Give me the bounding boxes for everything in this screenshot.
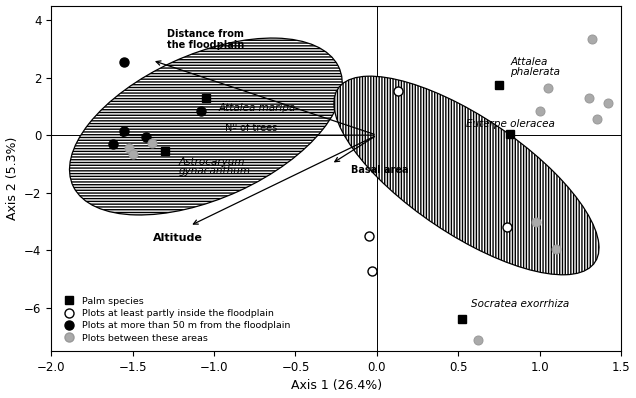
Text: Socratea exorrhiza: Socratea exorrhiza — [471, 299, 570, 309]
Ellipse shape — [69, 38, 342, 215]
Ellipse shape — [334, 76, 599, 275]
Text: Euterpe oleracea: Euterpe oleracea — [466, 119, 555, 129]
Text: Attalea maripa: Attalea maripa — [219, 103, 296, 113]
Text: gynacanthum: gynacanthum — [178, 166, 250, 176]
Text: Distance from
the floodplain: Distance from the floodplain — [167, 29, 244, 50]
Text: Altitude: Altitude — [153, 233, 203, 243]
Y-axis label: Axis 2 (5.3%): Axis 2 (5.3%) — [6, 137, 18, 220]
Text: Attalea: Attalea — [511, 57, 548, 67]
Text: phalerata: phalerata — [511, 66, 560, 76]
X-axis label: Axis 1 (26.4%): Axis 1 (26.4%) — [291, 379, 382, 392]
Legend: Palm species, Plots at least partly inside the floodplain, Plots at more than 50: Palm species, Plots at least partly insi… — [56, 293, 294, 346]
Text: Astrocaryum: Astrocaryum — [178, 157, 245, 167]
Text: Nº of trees: Nº of trees — [225, 123, 278, 133]
Text: Basal area: Basal area — [351, 166, 408, 176]
